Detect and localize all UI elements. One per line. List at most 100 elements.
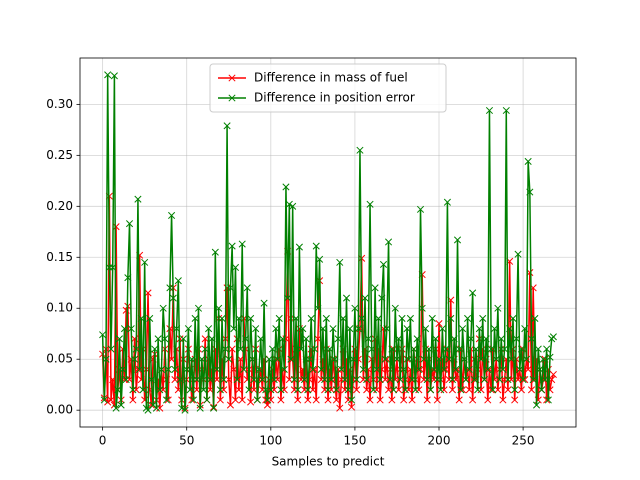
marker-stroke [236, 345, 245, 353]
data-point [464, 314, 472, 322]
data-point [405, 355, 413, 363]
data-point [203, 396, 211, 404]
data-point [231, 263, 240, 272]
data-point [201, 345, 209, 353]
data-point [228, 242, 236, 250]
data-point [413, 335, 421, 343]
data-point [403, 325, 411, 333]
data-point [132, 386, 140, 394]
marker-stroke [376, 376, 384, 384]
marker-stroke [342, 294, 351, 302]
marker-stroke [351, 304, 359, 312]
data-point [342, 294, 351, 302]
marker-stroke [277, 396, 285, 404]
data-point [173, 325, 181, 333]
data-point [364, 335, 372, 343]
marker-stroke [484, 365, 492, 373]
data-point [144, 289, 152, 297]
marker-stroke [321, 386, 329, 394]
marker-stroke [384, 238, 393, 246]
marker-stroke [379, 260, 388, 268]
marker-stroke [383, 355, 391, 363]
data-point [470, 376, 478, 384]
marker-stroke [280, 386, 288, 394]
data-point [152, 404, 160, 412]
marker-stroke [332, 396, 340, 404]
x-tick-label: 150 [343, 434, 366, 448]
marker-stroke [233, 376, 241, 384]
marker-stroke [290, 376, 298, 384]
marker-stroke [395, 335, 403, 343]
data-point [238, 240, 246, 248]
data-point [415, 386, 423, 394]
marker-stroke [157, 365, 166, 373]
data-point [519, 376, 527, 384]
data-point [416, 205, 425, 213]
marker-stroke [344, 386, 352, 394]
data-point [137, 314, 145, 322]
marker-stroke [228, 94, 236, 102]
data-point [122, 306, 130, 314]
data-point [529, 376, 537, 384]
data-point [300, 376, 309, 384]
data-point [255, 365, 263, 373]
data-point [501, 376, 509, 384]
marker-stroke [541, 376, 549, 384]
data-point [381, 355, 389, 363]
marker-stroke [312, 242, 320, 250]
marker-stroke [100, 396, 108, 404]
data-point [294, 386, 302, 394]
data-point [297, 376, 305, 384]
data-point [522, 355, 531, 363]
data-point [511, 386, 519, 394]
data-point [267, 386, 275, 394]
legend-label: Difference in mass of fuel [254, 71, 408, 85]
marker-stroke [371, 284, 379, 292]
data-point [332, 396, 340, 404]
data-point [511, 396, 519, 404]
y-tick-label: 0.15 [46, 250, 73, 264]
legend-marker [228, 74, 236, 82]
marker-stroke [226, 284, 235, 292]
data-point [499, 396, 507, 404]
data-point [146, 314, 154, 322]
marker-stroke [401, 386, 409, 394]
marker-stroke [383, 325, 391, 333]
marker-stroke [546, 353, 554, 361]
marker-stroke [109, 376, 117, 384]
data-point [168, 355, 176, 363]
marker-stroke [231, 396, 240, 404]
data-point [114, 386, 122, 394]
marker-stroke [435, 319, 443, 328]
marker-stroke [363, 386, 371, 394]
data-point [327, 376, 335, 384]
data-point [319, 325, 327, 333]
data-point [277, 396, 285, 404]
data-point [502, 106, 510, 115]
marker-stroke [534, 345, 542, 353]
marker-stroke [151, 345, 159, 353]
data-point [504, 386, 512, 394]
marker-stroke [125, 376, 134, 384]
marker-stroke [332, 386, 340, 394]
data-point [205, 325, 213, 333]
data-point [410, 345, 418, 353]
data-point [482, 335, 490, 343]
marker-stroke [184, 325, 192, 333]
marker-stroke [282, 183, 290, 191]
marker-stroke [260, 299, 268, 307]
data-point [388, 396, 396, 404]
marker-stroke [521, 325, 529, 333]
axes: 0 50 100 150 200 250 0.00 0.05 0.10 0.15 0.20 0.25 0… [46, 97, 534, 448]
marker-stroke [162, 396, 171, 404]
data-point [132, 345, 140, 353]
marker-stroke [223, 122, 231, 130]
marker-stroke [521, 376, 529, 384]
data-point [174, 277, 182, 285]
marker-stroke [336, 258, 344, 266]
marker-stroke [452, 376, 460, 384]
data-point [211, 248, 219, 256]
data-point [310, 345, 319, 353]
data-point [433, 396, 441, 404]
marker-stroke [302, 335, 310, 343]
